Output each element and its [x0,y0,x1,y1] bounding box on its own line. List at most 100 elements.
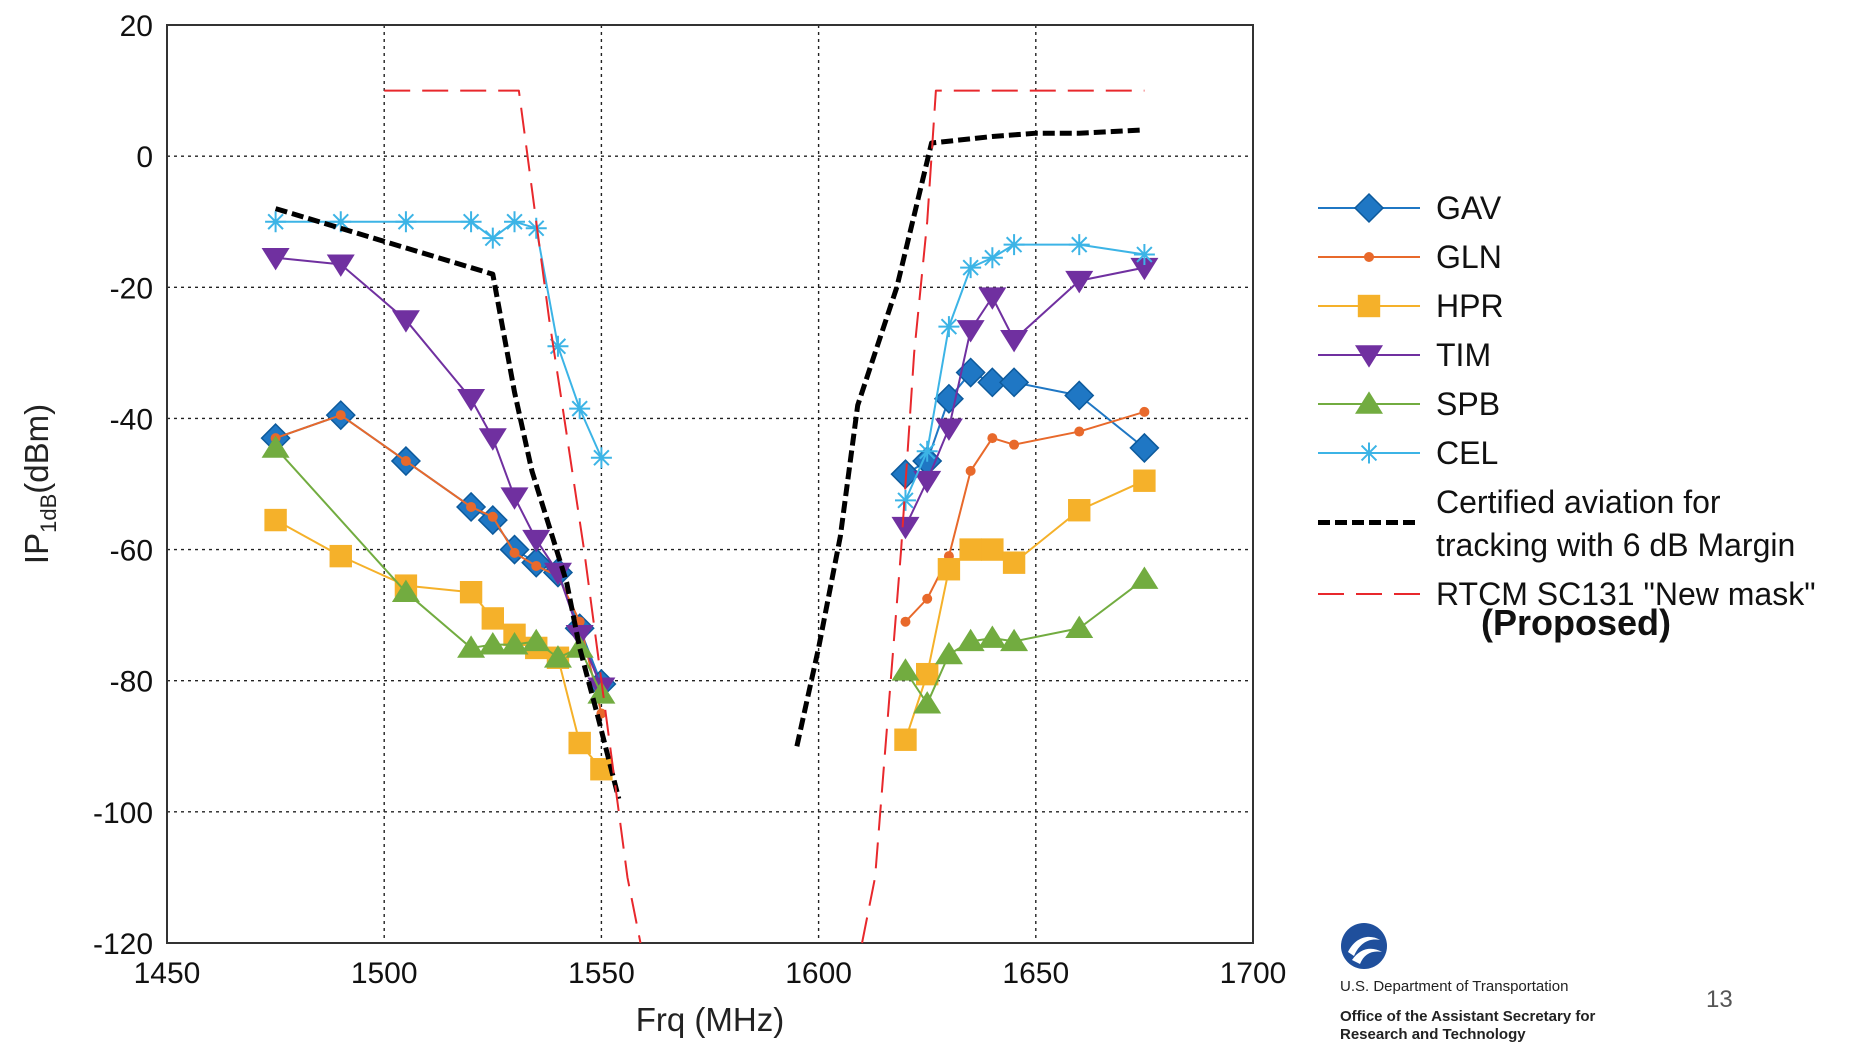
y-tick-label: 20 [120,10,153,43]
data-point [504,211,526,233]
data-point [457,388,486,412]
series-certified [274,127,1145,800]
data-point [457,635,486,658]
data-point [1133,244,1155,265]
data-point [937,558,961,581]
data-point [913,691,942,714]
legend-swatch-marker [1357,294,1381,318]
data-point [590,758,613,781]
data-point [500,632,529,655]
y-axis-label-unit: (dBm) [18,404,55,494]
agency-name: U.S. Department of Transportation [1340,978,1569,995]
data-point [335,410,346,421]
legend-item-spb: SPB [1318,386,1500,422]
data-point [478,632,507,655]
data-point [531,560,542,571]
data-point [482,227,504,249]
data-point [460,211,482,233]
series-line [794,127,1145,747]
series-line [904,578,1146,705]
data-point [1074,426,1085,437]
y-tick-label: -80 [110,666,153,699]
data-point [965,465,976,476]
legend: GAV GLN HPR TIM SPB CEL Certified aviation for… [1318,190,1816,612]
data-point [1065,270,1094,294]
data-point [459,580,483,604]
series-line [275,519,603,770]
legend-swatch-marker [1355,391,1383,414]
y-axis-label-sub: 1dB [36,494,61,533]
y-tick-label: -60 [110,535,153,568]
x-tick-label: 1500 [351,957,418,990]
data-point [999,367,1030,398]
x-tick-label: 1700 [1220,957,1287,990]
y-tick-label: -20 [110,272,153,305]
data-point [981,538,1004,561]
legend-swatch-marker [1353,192,1385,224]
data-point [922,593,933,604]
data-point [1130,566,1159,589]
legend-label: SPB [1436,386,1500,422]
series-line [274,206,622,800]
data-point [569,398,591,420]
data-point [1130,257,1159,281]
data-point [891,658,920,681]
data-point [590,447,612,469]
data-point [894,728,917,751]
series-tim [261,247,1159,700]
data-point [977,367,1008,398]
data-point [959,538,982,561]
data-point [1009,439,1020,450]
data-point [522,628,551,652]
office-name-line1: Office of the Assistant Secretary for [1340,1008,1596,1025]
tick-labels: 1450 1500 1550 1600 1650 1700 -120 -100 -80 -60 -4… [93,10,1286,990]
x-tick-label: 1450 [134,957,201,990]
series-spb [261,435,1159,714]
series-line [904,243,1145,501]
data-point [500,487,529,510]
data-point [978,287,1007,310]
data-point [329,544,352,568]
data-point [330,211,352,233]
data-point [264,508,287,532]
legend-item-hpr: HPR [1318,288,1504,324]
legend-label: Certified aviation for [1436,484,1721,520]
office-name: Office of the Assistant Secretary for Re… [1340,1008,1660,1044]
data-point [1000,628,1029,652]
data-point [916,662,939,686]
data-point [956,320,985,343]
legend-item-gln: GLN [1318,239,1502,275]
y-axis-label-main: IP [18,533,55,564]
series-line [275,220,603,459]
data-point [481,607,504,630]
data-point [261,435,290,458]
series-line [861,89,1145,944]
data-point [522,529,551,553]
series-line [904,410,1145,623]
x-axis-label: Frq (MHz) [636,1001,784,1038]
data-point [568,731,591,755]
y-tick-label: -100 [93,797,153,830]
x-tick-label: 1650 [1002,957,1069,990]
data-point [1064,380,1095,411]
data-point [913,470,942,494]
data-point [1068,499,1091,522]
x-tick-label: 1600 [785,957,852,990]
data-point [400,456,411,467]
data-point [987,433,998,444]
data-point [938,316,960,338]
legend-label: HPR [1436,288,1504,324]
data-point [1133,469,1156,492]
legend-item-cel: CEL [1318,435,1498,471]
data-point [894,489,916,511]
legend-swatch-marker [1364,252,1374,262]
data-point [391,579,420,602]
legend-item-tim: TIM [1318,337,1491,373]
series-line [904,479,1145,741]
legend-label: RTCM SC131 "New mask" [1436,576,1816,612]
data-point [1139,406,1150,417]
data-point [391,310,420,333]
data-point [981,247,1003,269]
series-rtcm [384,89,1145,944]
